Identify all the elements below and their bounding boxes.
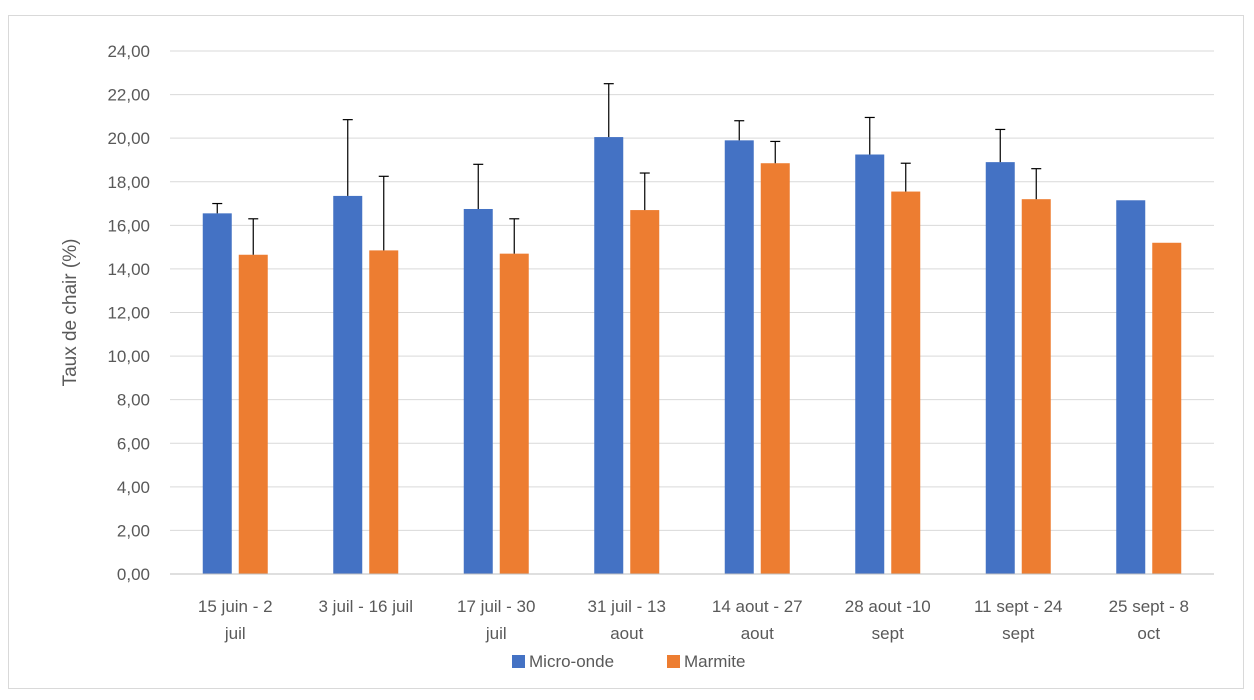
y-tick-label: 6,00	[117, 434, 150, 453]
x-tick-label: aout	[741, 624, 774, 643]
y-tick-label: 22,00	[107, 86, 150, 105]
bar-micro-onde	[333, 195, 363, 574]
x-tick-label: oct	[1137, 624, 1160, 643]
y-tick-label: 20,00	[107, 129, 150, 148]
x-tick-label: juil	[485, 624, 507, 643]
y-tick-label: 16,00	[107, 216, 150, 235]
x-tick-label: sept	[1002, 624, 1034, 643]
y-tick-label: 24,00	[107, 42, 150, 61]
x-tick-label: 31 juil - 13	[588, 597, 666, 616]
x-tick-label: sept	[872, 624, 904, 643]
legend-swatch-marmite	[667, 655, 680, 668]
y-tick-label: 2,00	[117, 521, 150, 540]
x-tick-label: juil	[224, 624, 246, 643]
x-tick-label: 14 aout - 27	[712, 597, 803, 616]
x-tick-label: 28 aout -10	[845, 597, 931, 616]
x-tick-label: 25 sept - 8	[1109, 597, 1189, 616]
bar-marmite	[1152, 242, 1182, 574]
y-tick-label: 18,00	[107, 173, 150, 192]
legend-label: Micro-onde	[529, 652, 614, 671]
bar-marmite	[369, 250, 399, 575]
x-tick-label: 15 juin - 2	[198, 597, 273, 616]
bar-marmite	[499, 253, 529, 574]
x-tick-label: 3 juil - 16 juil	[319, 597, 414, 616]
y-tick-label: 4,00	[117, 478, 150, 497]
bar-micro-onde	[202, 213, 232, 575]
x-tick-label: 17 juil - 30	[457, 597, 535, 616]
y-tick-label: 12,00	[107, 304, 150, 323]
y-tick-label: 10,00	[107, 347, 150, 366]
y-axis-label: Taux de chair (%)	[60, 239, 81, 387]
bar-marmite	[238, 254, 268, 575]
bar-micro-onde	[463, 208, 493, 575]
bar-micro-onde	[1116, 200, 1146, 574]
legend-label: Marmite	[684, 652, 745, 671]
bar-micro-onde	[985, 162, 1015, 574]
y-tick-label: 8,00	[117, 391, 150, 410]
bar-marmite	[630, 210, 660, 574]
x-tick-label: 11 sept - 24	[974, 597, 1063, 616]
y-tick-label: 14,00	[107, 260, 150, 279]
y-tick-label: 0,00	[117, 565, 150, 584]
x-tick-label: aout	[610, 624, 643, 643]
bar-micro-onde	[594, 137, 624, 574]
legend-swatch-micro-onde	[512, 655, 525, 668]
bar-micro-onde	[724, 140, 754, 575]
bar-marmite	[760, 163, 790, 574]
bar-marmite	[1021, 199, 1051, 574]
bar-marmite	[891, 191, 921, 574]
bar-micro-onde	[855, 154, 885, 574]
